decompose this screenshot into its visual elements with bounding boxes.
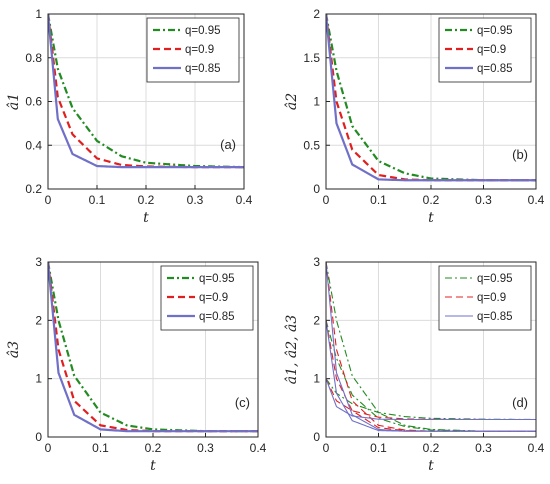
x-tick-label: 0.2 — [138, 193, 155, 207]
legend-label: q=0.95 — [477, 25, 513, 37]
x-axis-label: t — [428, 458, 434, 474]
series-line — [48, 262, 258, 433]
legend-box — [146, 17, 240, 83]
x-tick-label: 0 — [323, 441, 330, 455]
axes-frame — [325, 13, 537, 190]
panel-label: (a) — [220, 137, 236, 152]
panel-a: 0 0.1 0.2 0.3 0.4 0.2 0.4 0.6 0.8 1 t â1 (a) q=0.95 q=… — [6, 7, 253, 226]
legend-box — [160, 265, 254, 331]
x-tick-label: 0.3 — [475, 441, 492, 455]
series-line — [326, 378, 536, 421]
legend-label: q=0.9 — [477, 292, 506, 304]
y-tick-label: 3 — [35, 255, 42, 269]
x-tick-label: 0.1 — [89, 193, 106, 207]
legend-label: q=0.85 — [477, 63, 513, 75]
y-axis-label: â1, â2, â3 — [284, 315, 300, 385]
legend-label: q=0.95 — [185, 25, 221, 37]
y-tick-label: 1.5 — [303, 51, 320, 65]
x-tick-label: 0 — [323, 193, 330, 207]
x-tick-label: 0.3 — [197, 441, 214, 455]
legend-label: q=0.85 — [199, 311, 235, 323]
x-tick-label: 0.3 — [475, 193, 492, 207]
legend-label: q=0.85 — [477, 311, 513, 323]
series-line — [326, 14, 536, 182]
panel-label: (d) — [512, 395, 528, 410]
y-tick-label: 2 — [35, 313, 42, 327]
series-line — [326, 378, 536, 421]
panel-label: (c) — [235, 395, 250, 410]
panel-b: 0 0.1 0.2 0.3 0.4 0 0.5 1 1.5 2 t â2 (b) q=0.95 q=0.9 q… — [284, 7, 545, 226]
x-tick-label: 0.4 — [528, 441, 545, 455]
x-tick-label: 0.2 — [423, 441, 440, 455]
y-tick-label: 0.5 — [303, 138, 320, 152]
x-tick-label: 0.4 — [236, 193, 253, 207]
series-line — [326, 320, 536, 432]
panel-label: (b) — [512, 147, 528, 162]
series-line — [48, 14, 244, 169]
y-tick-label: 2 — [313, 313, 320, 327]
y-axis-label: â2 — [284, 93, 300, 110]
y-tick-label: 0.8 — [25, 51, 42, 65]
series-line — [326, 14, 536, 182]
y-axis-label: â1 — [6, 93, 22, 110]
y-tick-label: 0.2 — [25, 182, 42, 196]
x-tick-label: 0.3 — [187, 193, 204, 207]
x-tick-label: 0.2 — [423, 193, 440, 207]
x-axis-label: t — [143, 210, 149, 226]
legend-label: q=0.9 — [477, 44, 506, 56]
panel-c: 0 0.1 0.2 0.3 0.4 0 1 2 3 t â3 (c) q=0.95 q=0.9 q=0.85 — [6, 255, 267, 474]
legend-box — [438, 17, 532, 83]
y-tick-label: 0.6 — [25, 95, 42, 109]
x-tick-label: 0.2 — [145, 441, 162, 455]
y-tick-label: 0 — [313, 182, 320, 196]
x-tick-label: 0.4 — [250, 441, 267, 455]
x-tick-label: 0 — [45, 193, 52, 207]
series-line — [326, 262, 536, 432]
legend-label: q=0.9 — [199, 292, 228, 304]
legend-label: q=0.85 — [185, 63, 221, 75]
axes-frame — [47, 13, 245, 190]
y-tick-label: 3 — [313, 255, 320, 269]
y-tick-label: 0.4 — [25, 138, 42, 152]
x-tick-label: 0.1 — [370, 441, 387, 455]
axes-frame — [47, 261, 259, 438]
y-tick-label: 0 — [35, 430, 42, 444]
y-tick-label: 1 — [35, 372, 42, 386]
y-tick-label: 2 — [313, 7, 320, 21]
y-axis-label: â3 — [6, 341, 22, 358]
x-tick-label: 0.1 — [92, 441, 109, 455]
y-tick-label: 0 — [313, 430, 320, 444]
y-tick-label: 1 — [313, 95, 320, 109]
legend-label: q=0.95 — [477, 273, 513, 285]
series-line — [48, 14, 244, 169]
legend-label: q=0.95 — [199, 273, 235, 285]
y-tick-label: 1 — [35, 7, 42, 21]
x-tick-label: 0 — [45, 441, 52, 455]
y-tick-label: 1 — [313, 372, 320, 386]
legend-box — [438, 265, 532, 331]
x-axis-label: t — [428, 210, 434, 226]
x-tick-label: 0.1 — [370, 193, 387, 207]
x-tick-label: 0.4 — [528, 193, 545, 207]
legend-label: q=0.9 — [185, 44, 214, 56]
x-axis-label: t — [150, 458, 156, 474]
panel-d: 0 0.1 0.2 0.3 0.4 0 1 2 3 t â1, â2, â3 (d) q=0.95 q=0… — [284, 255, 545, 474]
axes-frame — [325, 261, 537, 438]
